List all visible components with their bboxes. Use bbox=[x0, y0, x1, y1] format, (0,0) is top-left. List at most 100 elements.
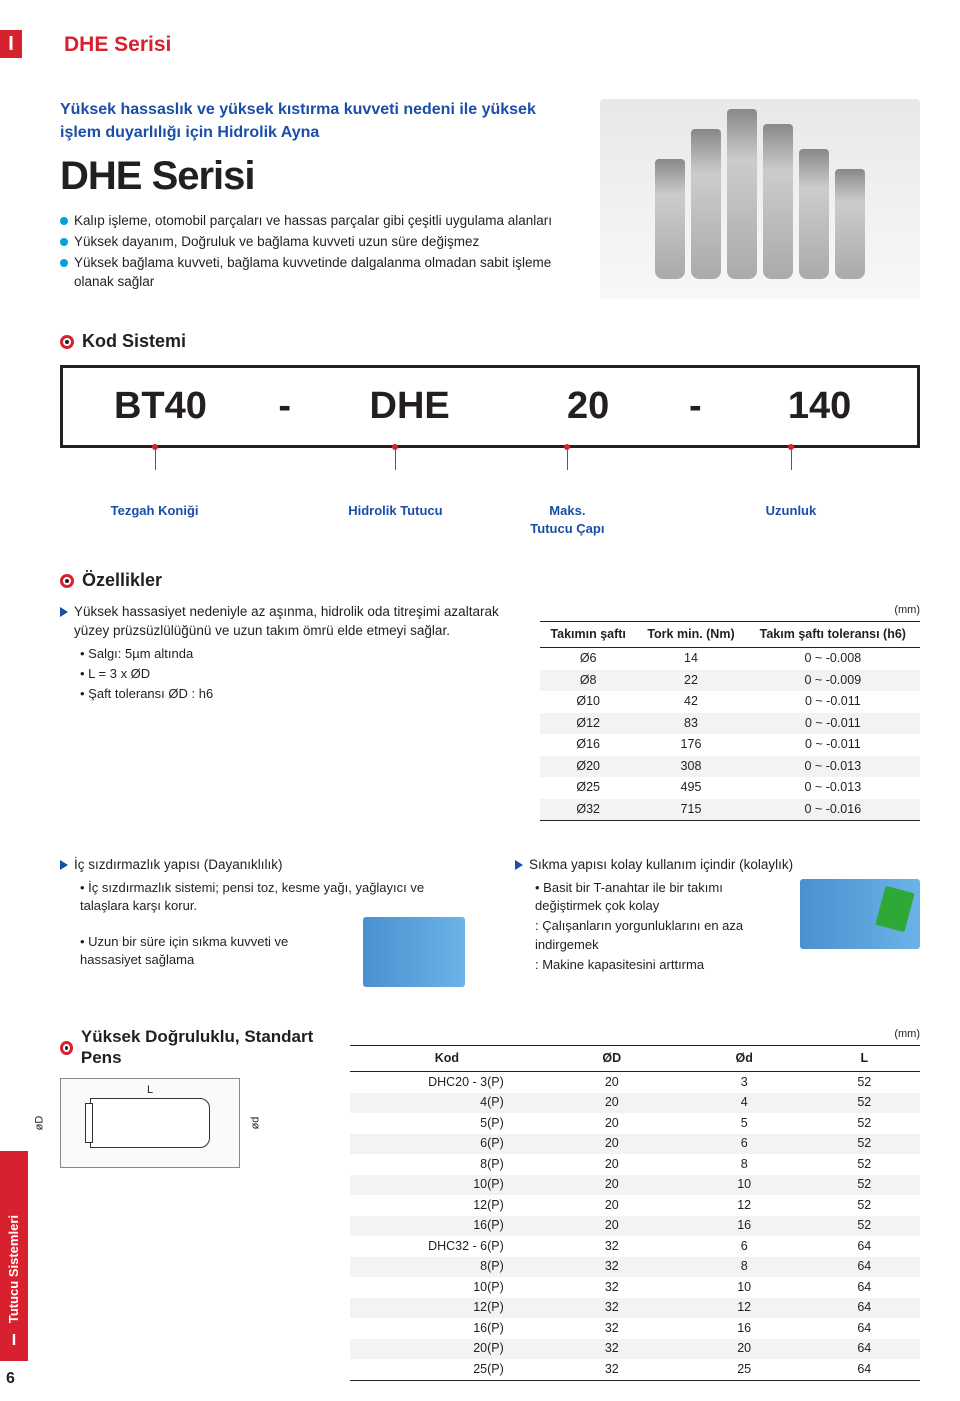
feature-sub: • Salgı: 5µm altında bbox=[80, 645, 500, 663]
table-row: Ø10420 ~ -0.011 bbox=[540, 691, 920, 713]
table-cell: 42 bbox=[636, 691, 745, 713]
table-cell: 5 bbox=[680, 1113, 809, 1134]
features-right: (mm) Takımın şaftı Tork min. (Nm) Takım … bbox=[540, 603, 920, 821]
table-cell: 32 bbox=[544, 1257, 680, 1278]
two-column-section: İç sızdırmazlık yapısı (Dayanıklılık) • … bbox=[60, 856, 920, 987]
table-cell: 0 ~ -0.009 bbox=[746, 670, 920, 692]
table-cell: Ø20 bbox=[540, 756, 636, 778]
table-cell: 52 bbox=[809, 1134, 920, 1155]
table-cell: 0 ~ -0.013 bbox=[746, 777, 920, 799]
intro-bullet: Kalıp işleme, otomobil parçaları ve hass… bbox=[60, 212, 570, 231]
table-cell: 8 bbox=[680, 1257, 809, 1278]
table-cell: 4 bbox=[680, 1093, 809, 1114]
table-row: 10(P)201052 bbox=[350, 1175, 920, 1196]
table-cell: 12(P) bbox=[350, 1298, 544, 1319]
collet-shape bbox=[90, 1098, 210, 1148]
bullet-icon bbox=[60, 259, 68, 267]
table-cell: Ø8 bbox=[540, 670, 636, 692]
table-cell: 10(P) bbox=[350, 1277, 544, 1298]
table-row: 25(P)322564 bbox=[350, 1359, 920, 1380]
feature-sub: • İç sızdırmazlık sistemi; pensi toz, ke… bbox=[80, 879, 465, 915]
clamp-diagram bbox=[800, 879, 920, 949]
table-row: 6(P)20652 bbox=[350, 1134, 920, 1155]
tool-illustration bbox=[835, 169, 865, 279]
code-label: Uzunluk bbox=[696, 502, 885, 538]
table-cell: 16(P) bbox=[350, 1216, 544, 1237]
table-cell: 12 bbox=[680, 1298, 809, 1319]
table-cell: 3 bbox=[680, 1072, 809, 1093]
intro-big-title: DHE Serisi bbox=[60, 148, 570, 204]
table-row: 8(P)20852 bbox=[350, 1154, 920, 1175]
table-cell: 83 bbox=[636, 713, 745, 735]
tool-illustration bbox=[691, 129, 721, 279]
table-cell: 20 bbox=[544, 1154, 680, 1175]
feature-item: İç sızdırmazlık yapısı (Dayanıklılık) bbox=[60, 856, 465, 875]
code-cell: 20 bbox=[508, 366, 669, 446]
features-left: Yüksek hassasiyet nedeniyle az aşınma, h… bbox=[60, 603, 500, 821]
feature-text: Sıkma yapısı kolay kullanım içindir (kol… bbox=[529, 856, 793, 875]
connector-icon bbox=[301, 448, 490, 472]
table-header: Ød bbox=[680, 1045, 809, 1072]
feature-item: Sıkma yapısı kolay kullanım içindir (kol… bbox=[515, 856, 920, 875]
table-row: Ø203080 ~ -0.013 bbox=[540, 756, 920, 778]
side-category-tab: Tutucu Sistemleri I bbox=[0, 1151, 28, 1361]
table-row: Ø161760 ~ -0.011 bbox=[540, 734, 920, 756]
bullet-text: Yüksek dayanım, Doğruluk ve bağlama kuvv… bbox=[74, 233, 479, 252]
table-cell: 52 bbox=[809, 1093, 920, 1114]
table-row: Ø254950 ~ -0.013 bbox=[540, 777, 920, 799]
table-cell: 20(P) bbox=[350, 1339, 544, 1360]
table-cell: 6 bbox=[680, 1134, 809, 1155]
code-cell: - bbox=[258, 366, 312, 446]
code-label: Hidrolik Tutucu bbox=[301, 502, 490, 538]
code-cell: 140 bbox=[722, 366, 918, 446]
table-cell: 20 bbox=[544, 1175, 680, 1196]
page-root: I Tutucu Sistemleri I 6 DHE Serisi Yükse… bbox=[0, 0, 960, 1401]
table-cell: 308 bbox=[636, 756, 745, 778]
unit-label: (mm) bbox=[350, 1027, 920, 1042]
bullet-icon bbox=[60, 238, 68, 246]
table-cell: 64 bbox=[809, 1257, 920, 1278]
connector-icon bbox=[60, 448, 249, 472]
section-title: Özellikler bbox=[82, 568, 162, 593]
feature-sub: • L = 3 x ØD bbox=[80, 665, 500, 683]
table-cell: 16 bbox=[680, 1318, 809, 1339]
code-label: Maks. Tutucu Çapı bbox=[490, 502, 645, 538]
table-row: 8(P)32864 bbox=[350, 1257, 920, 1278]
bullet-icon bbox=[60, 217, 68, 225]
table-cell: 64 bbox=[809, 1236, 920, 1257]
table-cell: 0 ~ -0.011 bbox=[746, 713, 920, 735]
features-row: Yüksek hassasiyet nedeniyle az aşınma, h… bbox=[60, 603, 920, 821]
table-cell: 52 bbox=[809, 1072, 920, 1093]
pens-left: Yüksek Doğruluklu, Standart Pens L øD ød bbox=[60, 1027, 320, 1168]
bottom-section: Yüksek Doğruluklu, Standart Pens L øD ød… bbox=[60, 1027, 920, 1380]
connector-icon bbox=[696, 448, 885, 472]
table-cell: 32 bbox=[544, 1236, 680, 1257]
table-cell: 52 bbox=[809, 1175, 920, 1196]
intro-section: Yüksek hassaslık ve yüksek kıstırma kuvv… bbox=[60, 99, 920, 299]
section-header: Özellikler bbox=[60, 568, 920, 593]
seal-diagram bbox=[363, 917, 465, 987]
table-cell: 0 ~ -0.013 bbox=[746, 756, 920, 778]
table-row: 20(P)322064 bbox=[350, 1339, 920, 1360]
code-cell: BT40 bbox=[62, 366, 258, 446]
dim-label: ød bbox=[249, 1117, 264, 1130]
table-cell: 10 bbox=[680, 1175, 809, 1196]
table-cell: 22 bbox=[636, 670, 745, 692]
table-cell: 64 bbox=[809, 1318, 920, 1339]
bullet-text: Kalıp işleme, otomobil parçaları ve hass… bbox=[74, 212, 552, 231]
tool-illustration bbox=[727, 109, 757, 279]
table-cell: 14 bbox=[636, 648, 745, 670]
dim-label: øD bbox=[33, 1116, 48, 1131]
table-cell: 25 bbox=[680, 1359, 809, 1380]
triangle-icon bbox=[60, 607, 68, 617]
table-cell: Ø10 bbox=[540, 691, 636, 713]
table-cell: 64 bbox=[809, 1339, 920, 1360]
table-cell: 32 bbox=[544, 1359, 680, 1380]
table-cell: 0 ~ -0.008 bbox=[746, 648, 920, 670]
table-cell: 52 bbox=[809, 1113, 920, 1134]
table-header: Tork min. (Nm) bbox=[636, 621, 745, 648]
table-cell: Ø6 bbox=[540, 648, 636, 670]
intro-text-block: Yüksek hassaslık ve yüksek kıstırma kuvv… bbox=[60, 99, 570, 299]
table-cell: Ø32 bbox=[540, 799, 636, 821]
page-number: 6 bbox=[6, 1368, 15, 1390]
